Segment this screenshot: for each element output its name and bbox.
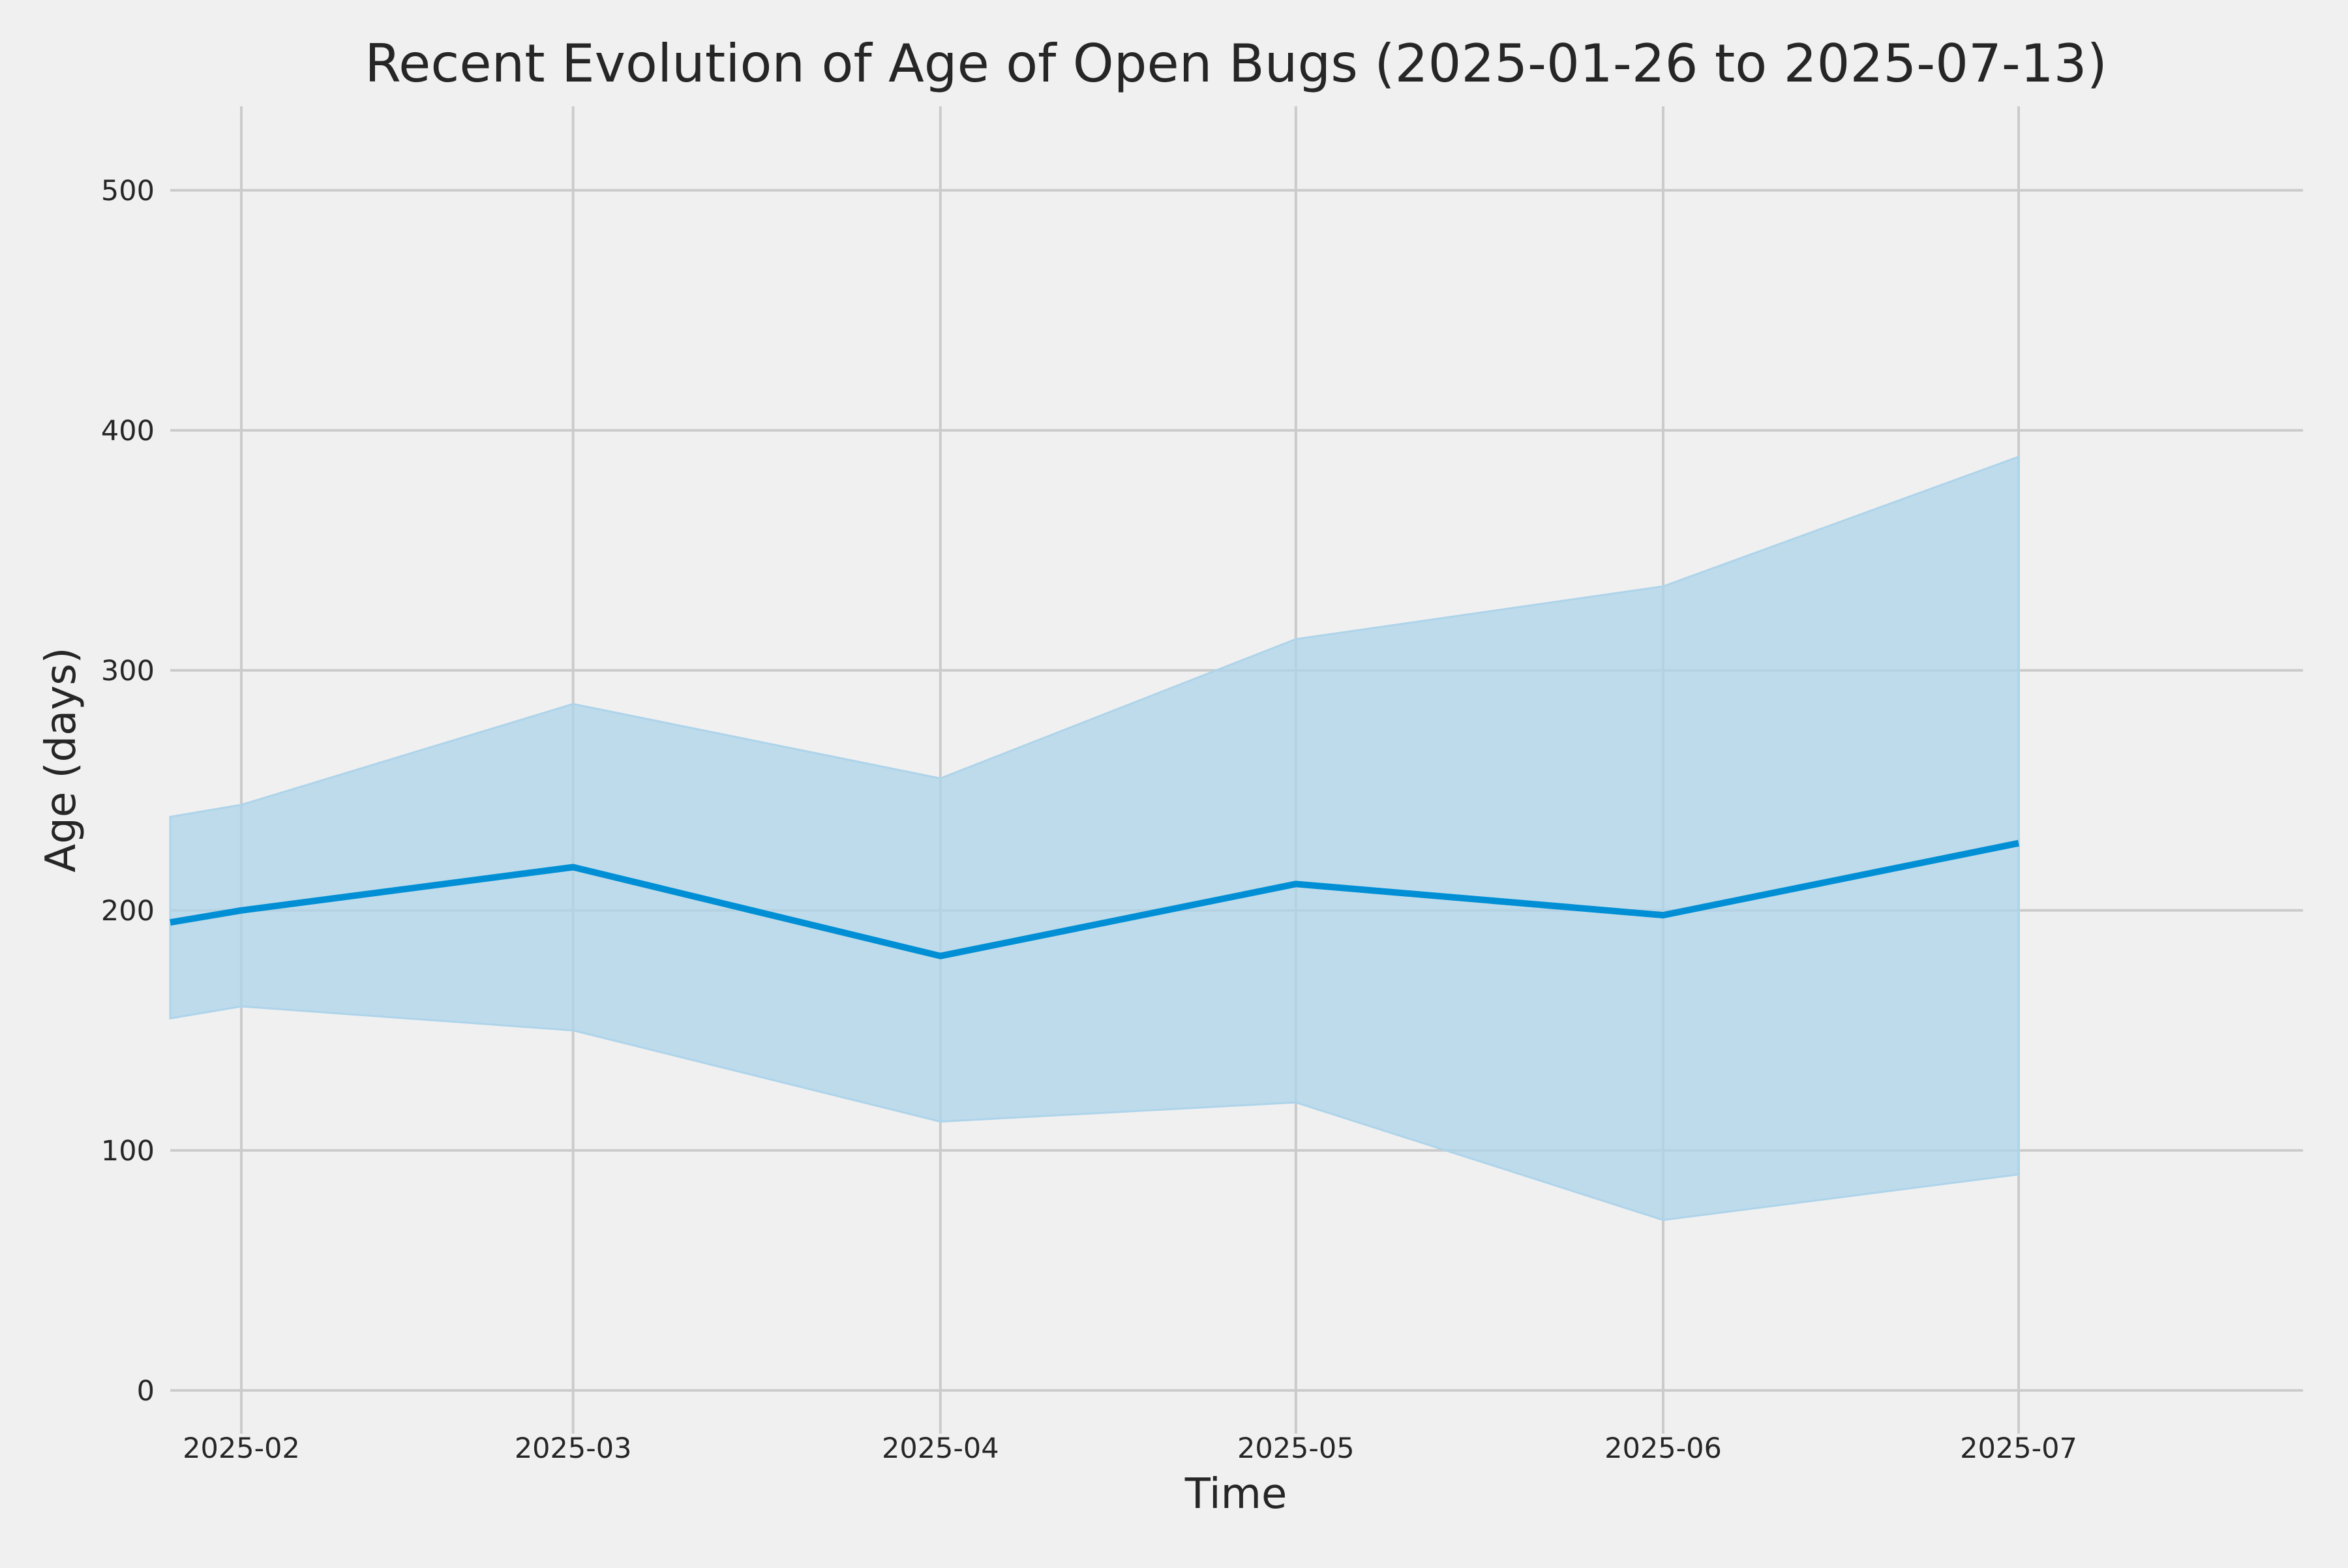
x-tick-label: 2025-06 <box>1604 1432 1722 1465</box>
x-tick-label: 2025-03 <box>515 1432 632 1465</box>
x-axis-label: Time <box>1184 1470 1287 1518</box>
y-tick-label: 300 <box>101 655 155 687</box>
x-tick-label: 2025-04 <box>882 1432 999 1465</box>
x-tick-label: 2025-05 <box>1237 1432 1355 1465</box>
x-axis-ticks: 2025-02 2025-03 2025-04 2025-05 2025-06 2025-… <box>183 1432 2077 1465</box>
y-tick-label: 200 <box>101 895 155 927</box>
y-tick-label: 500 <box>101 175 155 207</box>
median-age-line <box>170 839 2019 959</box>
x-tick-label: 2025-07 <box>1960 1432 2077 1465</box>
y-tick-label: 400 <box>101 415 155 447</box>
y-axis-ticks: 0 100 200 300 400 500 <box>101 175 155 1408</box>
y-tick-label: 0 <box>137 1375 155 1408</box>
age-range-band <box>169 455 2020 1222</box>
y-tick-label: 100 <box>101 1135 155 1168</box>
chart-title: Recent Evolution of Age of Open Bugs (20… <box>365 33 2107 94</box>
x-tick-label: 2025-02 <box>183 1432 300 1465</box>
y-axis-label: Age (days) <box>37 647 85 872</box>
